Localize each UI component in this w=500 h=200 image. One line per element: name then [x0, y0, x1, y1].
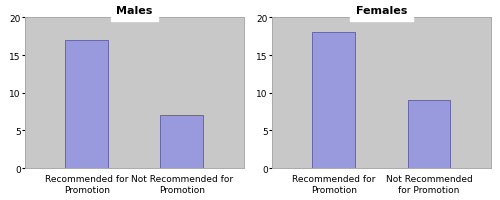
Title: Females: Females: [356, 6, 407, 16]
Title: Males: Males: [116, 6, 152, 16]
Bar: [160, 116, 204, 168]
Bar: [312, 33, 355, 168]
Bar: [408, 101, 451, 168]
Bar: [66, 41, 108, 168]
